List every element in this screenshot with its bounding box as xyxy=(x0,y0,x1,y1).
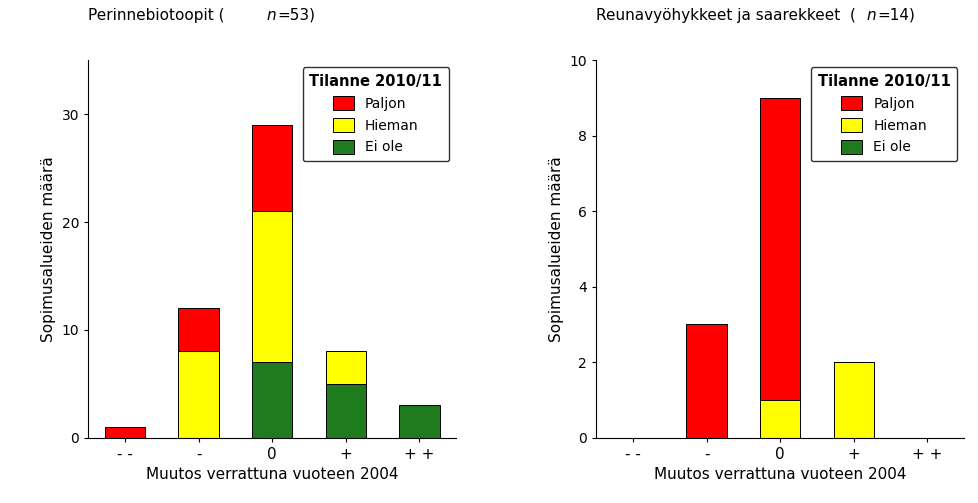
Bar xyxy=(251,125,292,211)
Legend: Paljon, Hieman, Ei ole: Paljon, Hieman, Ei ole xyxy=(302,67,449,161)
Y-axis label: Sopimusalueiden määrä: Sopimusalueiden määrä xyxy=(549,156,563,342)
Text: =53): =53) xyxy=(278,8,315,23)
Bar xyxy=(178,308,219,352)
X-axis label: Muutos verrattuna vuoteen 2004: Muutos verrattuna vuoteen 2004 xyxy=(653,467,906,482)
Y-axis label: Sopimusalueiden määrä: Sopimusalueiden määrä xyxy=(41,156,56,342)
Text: =14): =14) xyxy=(876,8,914,23)
Bar xyxy=(325,384,366,438)
Bar xyxy=(399,405,439,438)
Bar xyxy=(178,352,219,438)
Bar xyxy=(251,362,292,438)
Bar xyxy=(251,211,292,362)
Text: Perinnebiotoopit (: Perinnebiotoopit ( xyxy=(88,8,224,23)
Text: n: n xyxy=(266,8,276,23)
Bar xyxy=(832,362,873,438)
Bar xyxy=(105,427,145,438)
X-axis label: Muutos verrattuna vuoteen 2004: Muutos verrattuna vuoteen 2004 xyxy=(146,467,398,482)
Legend: Paljon, Hieman, Ei ole: Paljon, Hieman, Ei ole xyxy=(810,67,956,161)
Bar xyxy=(686,324,727,438)
Text: n: n xyxy=(866,8,875,23)
Bar xyxy=(759,400,800,438)
Bar xyxy=(759,98,800,400)
Bar xyxy=(325,352,366,384)
Text: Reunavyöhykkeet ja saarekkeet  (: Reunavyöhykkeet ja saarekkeet ( xyxy=(596,8,855,23)
